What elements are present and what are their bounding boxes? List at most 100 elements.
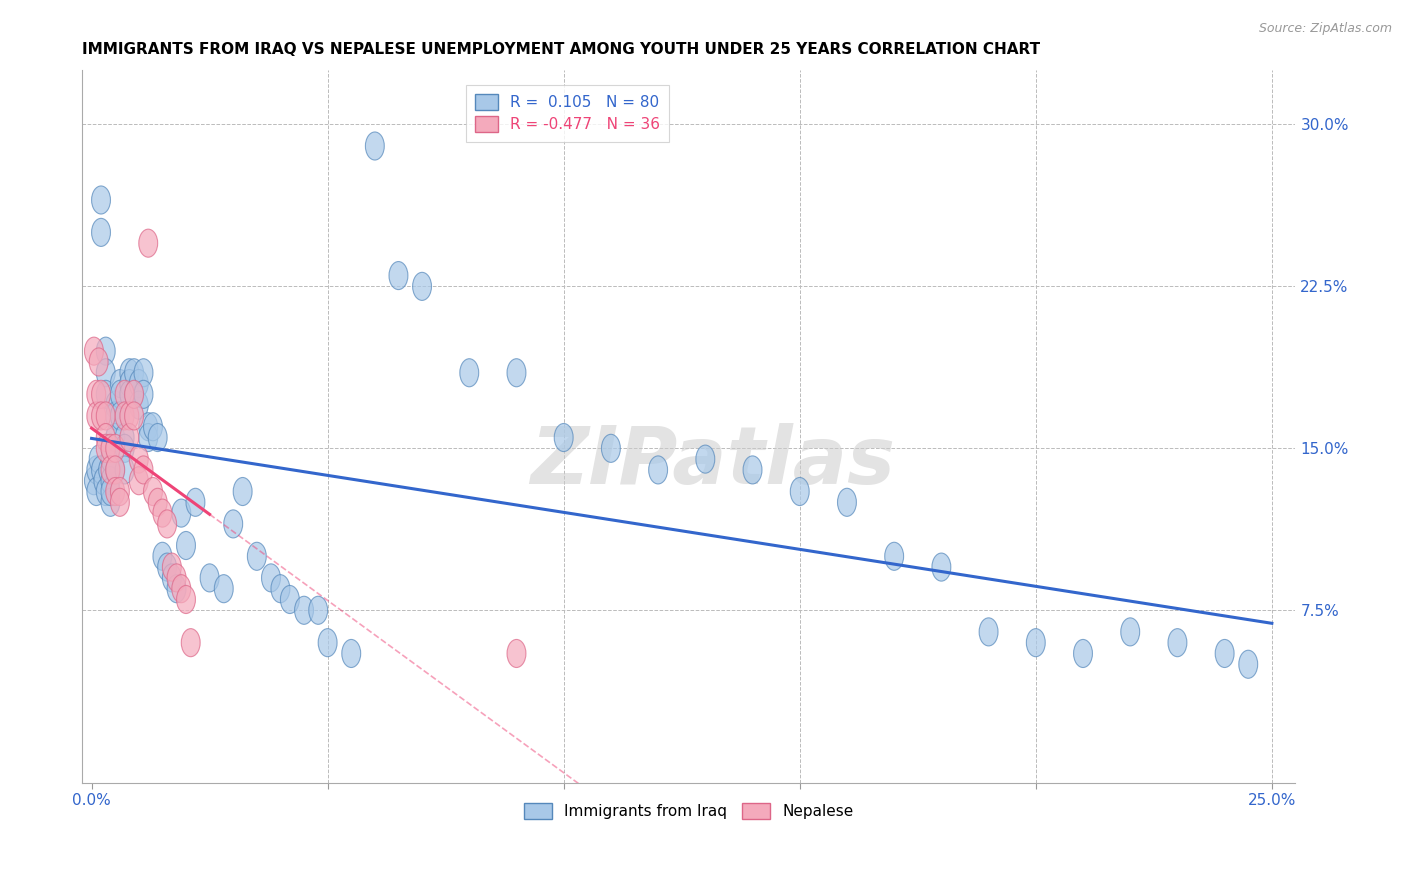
Ellipse shape	[84, 337, 104, 365]
Ellipse shape	[129, 467, 148, 495]
Ellipse shape	[1121, 618, 1140, 646]
Ellipse shape	[214, 574, 233, 603]
Ellipse shape	[96, 424, 115, 451]
Ellipse shape	[91, 186, 111, 214]
Ellipse shape	[96, 434, 115, 462]
Ellipse shape	[84, 467, 104, 495]
Ellipse shape	[262, 564, 280, 592]
Ellipse shape	[91, 456, 111, 484]
Ellipse shape	[148, 424, 167, 451]
Ellipse shape	[115, 402, 134, 430]
Ellipse shape	[163, 564, 181, 592]
Ellipse shape	[696, 445, 714, 473]
Ellipse shape	[167, 564, 186, 592]
Ellipse shape	[115, 456, 134, 484]
Ellipse shape	[139, 424, 157, 451]
Legend: Immigrants from Iraq, Nepalese: Immigrants from Iraq, Nepalese	[519, 797, 859, 825]
Ellipse shape	[125, 380, 143, 409]
Ellipse shape	[139, 229, 157, 257]
Ellipse shape	[105, 434, 125, 462]
Ellipse shape	[91, 380, 111, 409]
Ellipse shape	[101, 456, 120, 484]
Ellipse shape	[884, 542, 904, 570]
Ellipse shape	[120, 380, 139, 409]
Ellipse shape	[111, 402, 129, 430]
Ellipse shape	[101, 445, 120, 473]
Ellipse shape	[89, 348, 108, 376]
Ellipse shape	[134, 380, 153, 409]
Ellipse shape	[96, 359, 115, 387]
Ellipse shape	[101, 467, 120, 495]
Ellipse shape	[120, 424, 139, 451]
Ellipse shape	[508, 640, 526, 667]
Ellipse shape	[648, 456, 668, 484]
Ellipse shape	[309, 596, 328, 624]
Ellipse shape	[744, 456, 762, 484]
Ellipse shape	[105, 424, 125, 451]
Ellipse shape	[280, 585, 299, 614]
Ellipse shape	[120, 369, 139, 398]
Ellipse shape	[101, 477, 120, 506]
Ellipse shape	[91, 402, 111, 430]
Ellipse shape	[105, 391, 125, 419]
Ellipse shape	[120, 359, 139, 387]
Ellipse shape	[87, 402, 105, 430]
Ellipse shape	[115, 380, 134, 409]
Ellipse shape	[177, 585, 195, 614]
Ellipse shape	[389, 261, 408, 290]
Ellipse shape	[129, 369, 148, 398]
Ellipse shape	[602, 434, 620, 462]
Ellipse shape	[129, 391, 148, 419]
Ellipse shape	[932, 553, 950, 581]
Ellipse shape	[508, 359, 526, 387]
Ellipse shape	[101, 488, 120, 516]
Ellipse shape	[1074, 640, 1092, 667]
Ellipse shape	[1168, 629, 1187, 657]
Ellipse shape	[153, 500, 172, 527]
Ellipse shape	[366, 132, 384, 160]
Text: ZIPatlas: ZIPatlas	[530, 424, 896, 501]
Ellipse shape	[153, 542, 172, 570]
Ellipse shape	[96, 337, 115, 365]
Ellipse shape	[1215, 640, 1234, 667]
Ellipse shape	[412, 272, 432, 301]
Ellipse shape	[105, 456, 125, 484]
Ellipse shape	[148, 488, 167, 516]
Ellipse shape	[134, 359, 153, 387]
Ellipse shape	[111, 380, 129, 409]
Ellipse shape	[139, 413, 157, 441]
Ellipse shape	[105, 402, 125, 430]
Ellipse shape	[111, 477, 129, 506]
Ellipse shape	[342, 640, 361, 667]
Ellipse shape	[143, 477, 163, 506]
Ellipse shape	[181, 629, 200, 657]
Ellipse shape	[271, 574, 290, 603]
Ellipse shape	[554, 424, 574, 451]
Ellipse shape	[295, 596, 314, 624]
Ellipse shape	[224, 510, 243, 538]
Ellipse shape	[134, 456, 153, 484]
Ellipse shape	[96, 380, 115, 409]
Ellipse shape	[105, 456, 125, 484]
Ellipse shape	[98, 456, 118, 484]
Ellipse shape	[91, 219, 111, 246]
Ellipse shape	[1239, 650, 1258, 678]
Ellipse shape	[101, 434, 120, 462]
Ellipse shape	[125, 402, 143, 430]
Ellipse shape	[186, 488, 205, 516]
Ellipse shape	[177, 532, 195, 559]
Ellipse shape	[247, 542, 266, 570]
Ellipse shape	[172, 500, 191, 527]
Ellipse shape	[143, 413, 163, 441]
Text: IMMIGRANTS FROM IRAQ VS NEPALESE UNEMPLOYMENT AMONG YOUTH UNDER 25 YEARS CORRELA: IMMIGRANTS FROM IRAQ VS NEPALESE UNEMPLO…	[82, 42, 1040, 57]
Text: Source: ZipAtlas.com: Source: ZipAtlas.com	[1258, 22, 1392, 36]
Ellipse shape	[111, 369, 129, 398]
Ellipse shape	[167, 574, 186, 603]
Ellipse shape	[318, 629, 337, 657]
Ellipse shape	[200, 564, 219, 592]
Ellipse shape	[87, 477, 105, 506]
Ellipse shape	[1026, 629, 1045, 657]
Ellipse shape	[125, 359, 143, 387]
Ellipse shape	[157, 553, 177, 581]
Ellipse shape	[790, 477, 810, 506]
